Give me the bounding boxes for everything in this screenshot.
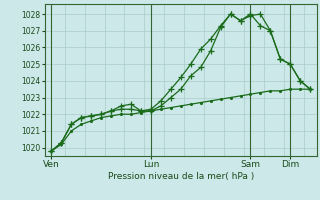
X-axis label: Pression niveau de la mer( hPa ): Pression niveau de la mer( hPa ) [108, 172, 254, 181]
